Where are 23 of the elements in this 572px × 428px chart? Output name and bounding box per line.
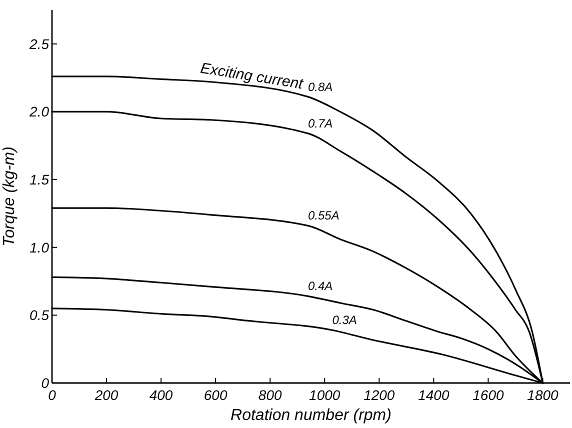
x-tick-label: 800 [258,387,282,403]
x-tick-label: 1200 [364,387,395,403]
x-tick-label: 1800 [527,387,559,403]
series-label: 0.55A [308,208,340,223]
y-tick-label: 2.5 [28,36,50,52]
y-tick-label: 1.0 [30,239,50,256]
series-label: 0.3A [332,313,357,328]
series-label: 0.8A [308,80,333,94]
x-tick-label: 600 [204,387,228,403]
x-tick-label: 200 [94,387,118,403]
y-axis-title: Torque (kg-m) [1,146,18,246]
x-tick-label: 1000 [309,387,340,403]
y-tick-label: 0.5 [30,307,50,324]
y-tick-label: 0 [41,375,50,391]
x-axis-title: Rotation number (rpm) [230,407,392,424]
series-label: 0.4A [308,279,333,294]
x-tick-label: 1400 [418,387,450,403]
x-tick-label: 1600 [472,387,504,403]
annotation: Exciting current [199,60,305,93]
y-tick-label: 1.5 [30,172,50,188]
series-label: 0.7A [308,116,333,130]
y-tick-label: 2.0 [28,104,50,120]
x-tick-label: 400 [149,387,173,403]
